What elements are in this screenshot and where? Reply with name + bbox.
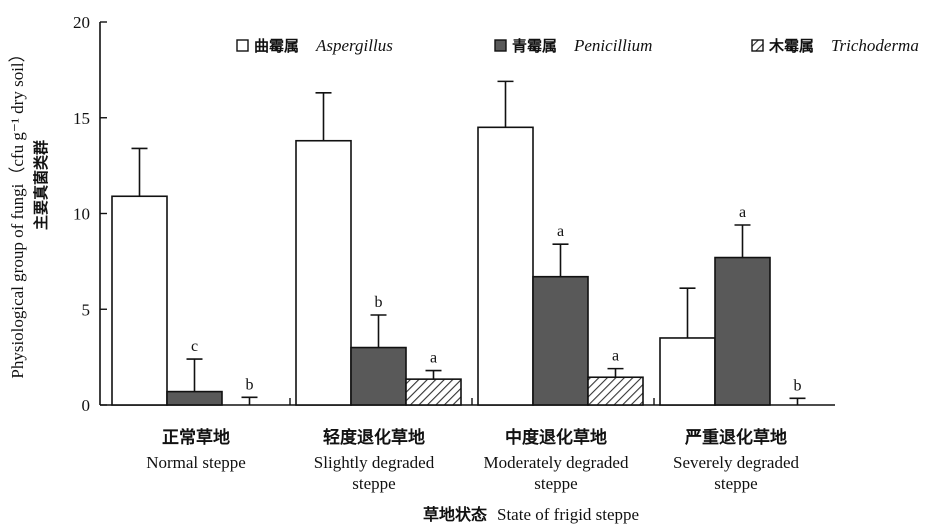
bar-penicillium-2 (532, 275, 589, 406)
svg-text:Physiological group of fungi（c: Physiological group of fungi（cfu g⁻¹ dry… (8, 45, 27, 378)
significance-label: a (739, 204, 746, 221)
legend-label-zh: 曲霉属 (254, 37, 299, 55)
y-axis-label: Physiological group of fungi（cfu g⁻¹ dry… (8, 45, 27, 378)
significance-label: a (430, 350, 437, 367)
significance-label: b (246, 376, 254, 393)
category-label-en: Slightly degraded (314, 453, 435, 472)
error-bar (425, 369, 442, 380)
category-label-en: Moderately degraded (484, 453, 629, 472)
significance-label: a (612, 348, 619, 365)
category-label-zh: 轻度退化草地 (323, 427, 425, 448)
error-bar (607, 367, 624, 378)
y-tick-label: 10 (73, 205, 90, 224)
y-tick-label: 5 (82, 300, 91, 319)
bar-aspergillus-3 (659, 337, 716, 406)
bar-penicillium-3 (714, 256, 771, 406)
error-bars (131, 80, 806, 405)
error-bar (789, 397, 806, 405)
bar-aspergillus-2 (477, 126, 534, 406)
category-label-en: steppe (352, 474, 395, 493)
category-label-en: Severely degraded (673, 453, 800, 472)
y-axis-label-zh-group: 主要真菌类群 (32, 140, 50, 230)
legend-swatch (494, 39, 507, 52)
significance-label: a (557, 223, 564, 240)
error-bar (679, 287, 696, 338)
bar-penicillium-0 (166, 390, 223, 406)
bar-penicillium-1 (350, 346, 407, 406)
error-bar (370, 314, 387, 348)
bars (111, 126, 771, 406)
legend: 曲霉属 Aspergillus 青霉属 Penicillium 木霉属 Trichoder… (236, 36, 919, 55)
legend-swatch (751, 39, 764, 52)
y-axis-label-zh: 主要真菌类群 (32, 140, 50, 230)
category-label-zh: 中度退化草地 (505, 427, 607, 448)
error-bar (186, 358, 203, 392)
error-bar (497, 80, 514, 128)
significance-labels: c b a a b a a b (191, 204, 802, 394)
category-label-en: Normal steppe (146, 453, 246, 472)
category-label-en: steppe (534, 474, 577, 493)
bar-trichoderma-1 (405, 378, 462, 406)
legend-label-en: Trichoderma (831, 36, 919, 55)
category-labels: 正常草地 Normal steppe 轻度退化草地 Slightly degraded… (146, 427, 799, 493)
x-axis-label-zh: 草地状态 (423, 505, 487, 524)
x-axis-label-en: State of frigid steppe (497, 505, 639, 524)
category-label-zh: 正常草地 (162, 427, 230, 448)
y-axis-label-en: Physiological group of fungi（cfu g⁻¹ dry… (8, 45, 27, 378)
y-tick-label: 15 (73, 109, 90, 128)
error-bar (552, 243, 569, 277)
y-tick-label: 0 (82, 396, 91, 415)
category-label-en: steppe (714, 474, 757, 493)
svg-text:主要真菌类群: 主要真菌类群 (32, 140, 50, 230)
y-ticks: 0 5 10 15 20 (73, 13, 107, 415)
error-bar (315, 92, 332, 141)
legend-label-zh: 木霉属 (768, 37, 814, 55)
bar-aspergillus-1 (295, 139, 352, 406)
error-bar (734, 224, 751, 258)
legend-swatch (236, 39, 249, 52)
significance-label: b (375, 294, 383, 311)
category-label-zh: 严重退化草地 (685, 427, 787, 448)
error-bar (131, 147, 148, 197)
significance-label: c (191, 338, 198, 355)
y-tick-label: 20 (73, 13, 90, 32)
legend-label-en: Aspergillus (315, 36, 393, 55)
legend-label-zh: 青霉属 (512, 37, 557, 55)
error-bar (241, 396, 258, 405)
legend-label-en: Penicillium (573, 36, 652, 55)
bar-trichoderma-2 (587, 376, 644, 406)
significance-label: b (794, 377, 802, 394)
bar-aspergillus-0 (111, 195, 168, 406)
